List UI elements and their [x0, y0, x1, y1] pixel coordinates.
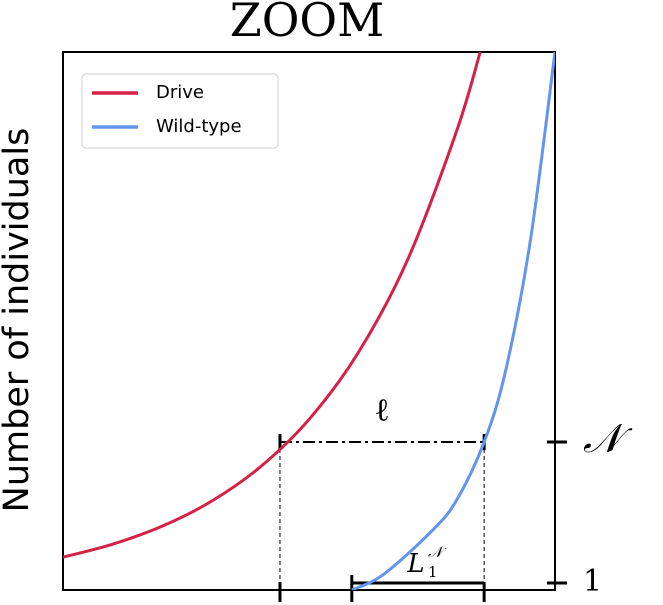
- y-tick-label: 1: [583, 564, 602, 599]
- series-line: [63, 52, 482, 559]
- L-label: L: [406, 549, 424, 579]
- chart-title: ZOOM: [230, 0, 385, 47]
- plot-frame: [62, 51, 556, 591]
- legend-label: Wild-type: [156, 116, 242, 137]
- y-tick-label: 𝒩: [583, 416, 633, 462]
- series-line: [351, 52, 555, 590]
- ell-label: ℓ: [374, 391, 389, 429]
- legend-label: Drive: [156, 82, 204, 103]
- legend: Drive Wild-type: [81, 73, 279, 149]
- L-sup: 𝒩: [428, 543, 447, 561]
- y-axis-label: Number of individuals: [0, 128, 37, 513]
- L-sub: 1: [428, 563, 438, 581]
